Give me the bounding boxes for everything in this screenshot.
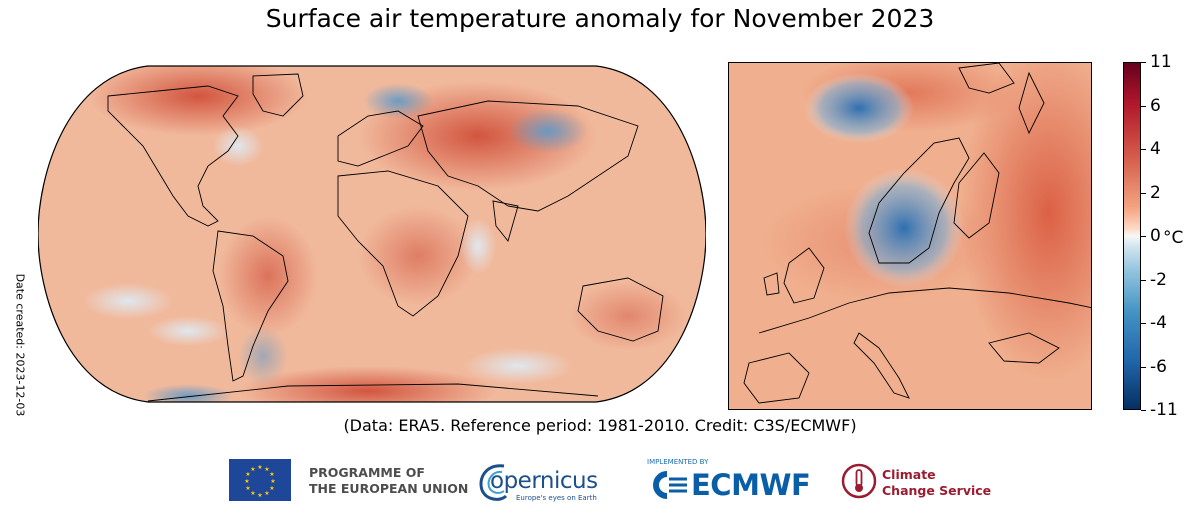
ecmwf-tagline: IMPLEMENTED BY (647, 458, 709, 466)
eu-text-line-1: PROGRAMME OF (309, 465, 425, 480)
colorbar-tick-mark (1141, 192, 1146, 194)
map-title: Surface air temperature anomaly for Nove… (265, 4, 935, 33)
copernicus-tagline: Europe's eyes on Earth (516, 494, 597, 502)
c3s-text-line-2: Change Service (882, 483, 992, 498)
colorbar-tick-label: -6 (1150, 356, 1167, 377)
copernicus-logo: opernicus Europe's eyes on Earth (474, 456, 624, 508)
ecmwf-logo: IMPLEMENTED BY ECMWF (645, 458, 820, 504)
eu-text-line-2: THE EUROPEAN UNION (309, 481, 469, 496)
svg-text:★: ★ (257, 492, 262, 499)
svg-text:★: ★ (250, 466, 255, 473)
ecmwf-wordmark: ECMWF (691, 468, 811, 502)
svg-text:★: ★ (264, 490, 269, 497)
colorbar (1123, 62, 1141, 410)
svg-text:★: ★ (269, 471, 274, 478)
colorbar-tick-label: 11 (1150, 52, 1172, 72)
svg-text:★: ★ (257, 464, 262, 471)
colorbar-tick-mark (1141, 279, 1146, 281)
svg-text:★: ★ (245, 485, 250, 492)
europe-anomaly-map (728, 62, 1092, 410)
svg-text:★: ★ (264, 466, 269, 473)
thermometer-icon (841, 463, 877, 499)
colorbar-tick-label: -11 (1150, 400, 1178, 420)
colorbar-tick-mark (1141, 149, 1146, 150)
colorbar-tick-mark (1141, 236, 1146, 237)
date-created-label: Date created: 2023-12-03 (13, 273, 27, 417)
data-credit-caption: (Data: ERA5. Reference period: 1981-2010… (343, 416, 857, 435)
colorbar-tick-mark (1141, 410, 1146, 411)
colorbar-tick-label: 4 (1150, 139, 1161, 159)
svg-text:★: ★ (245, 471, 250, 478)
colorbar-tick-mark (1141, 366, 1146, 368)
copernicus-wordmark: opernicus (490, 468, 598, 494)
svg-text:★: ★ (250, 490, 255, 497)
colorbar-tick-label: -4 (1150, 313, 1167, 333)
copernicus-swirl-icon (479, 464, 508, 501)
colorbar-tick-label: -2 (1150, 269, 1167, 290)
colorbar-tick-mark (1141, 323, 1146, 324)
colorbar-tick-label: 0 (1150, 226, 1161, 246)
svg-text:★: ★ (244, 478, 249, 485)
colorbar-tick-label: 2 (1150, 182, 1161, 203)
eu-flag-icon: ★ ★ ★ ★ ★ ★ ★ ★ ★ ★ ★ ★ (229, 459, 291, 501)
colorbar-tick-mark (1141, 62, 1146, 63)
c3s-text-line-1: Climate (882, 467, 936, 482)
colorbar-unit-label: °C (1163, 228, 1184, 248)
colorbar-tick-mark (1141, 105, 1146, 107)
svg-text:★: ★ (269, 485, 274, 492)
ecmwf-symbol-icon (653, 471, 687, 499)
colorbar-tick-label: 6 (1150, 95, 1161, 116)
c3s-logo: Climate Change Service (838, 456, 992, 506)
logo-strip: ★ ★ ★ ★ ★ ★ ★ ★ ★ ★ ★ ★ PROGRAMME OF THE EUROPEA… (0, 452, 1200, 512)
world-anomaly-map (37, 56, 707, 412)
svg-text:★: ★ (270, 478, 275, 485)
eu-programme-text: PROGRAMME OF THE EUROPEAN UNION (309, 465, 468, 497)
